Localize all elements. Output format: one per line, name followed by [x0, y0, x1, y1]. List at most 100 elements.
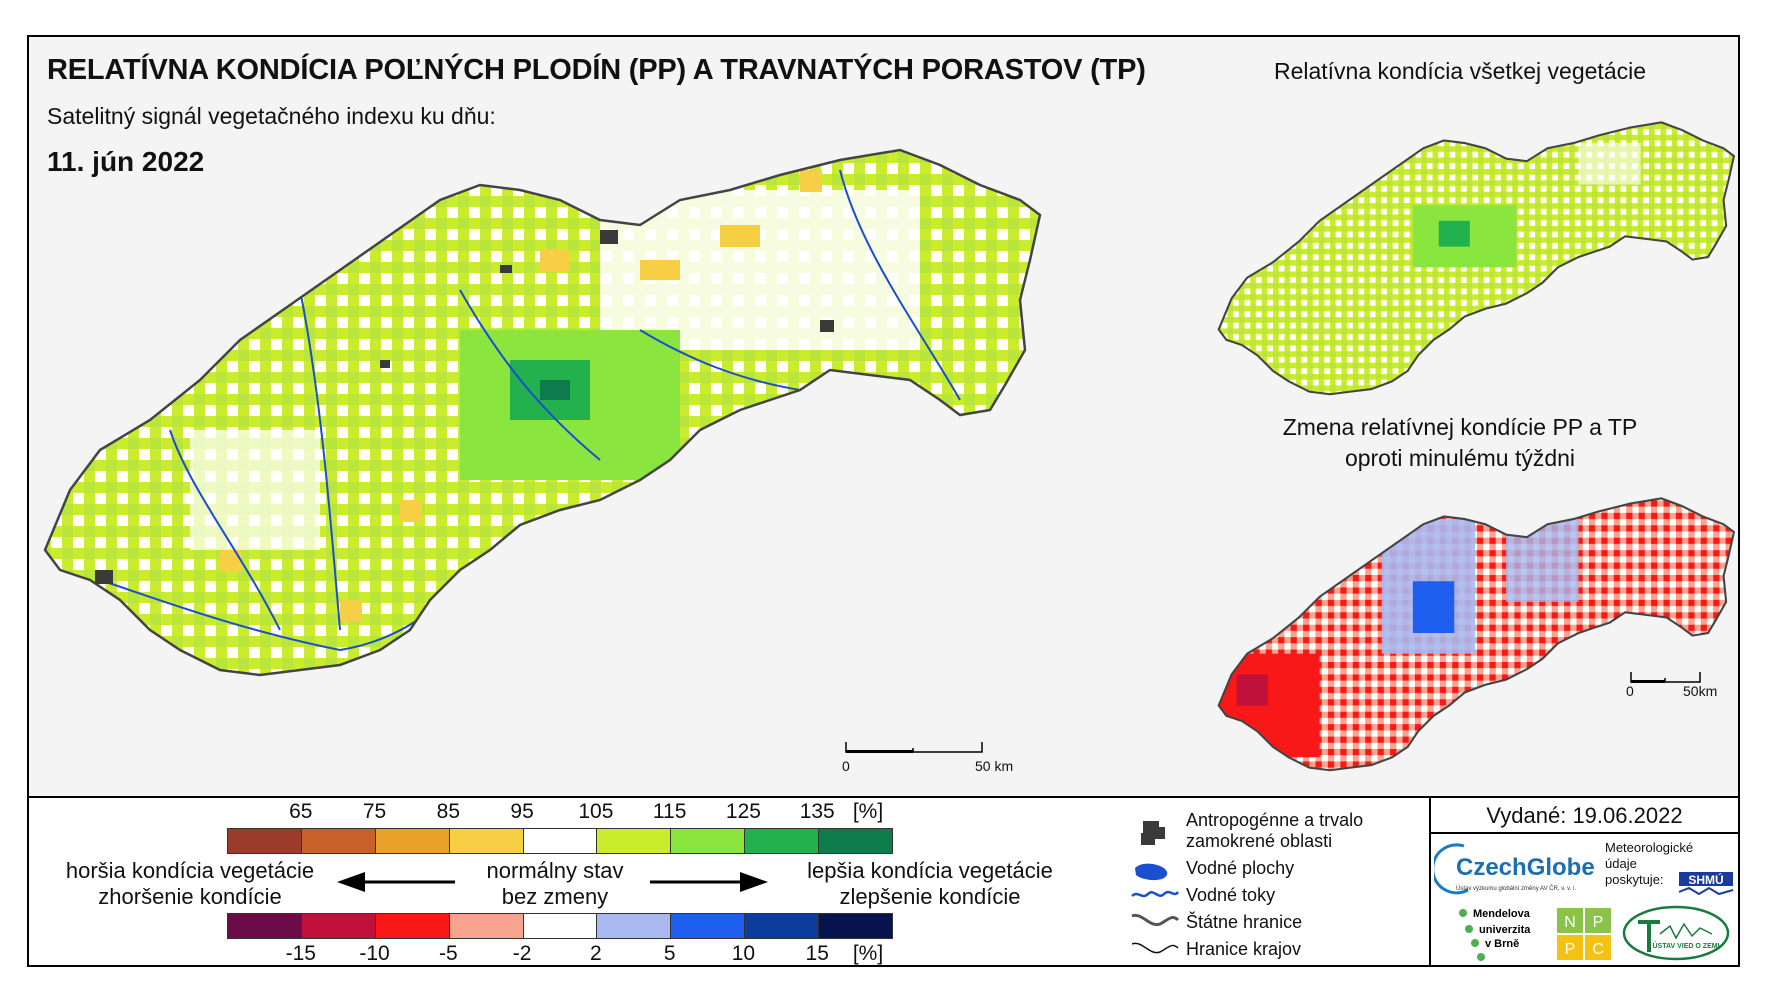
top-scale-tick-label: 75 — [362, 800, 387, 823]
shmu-provider-text: Meteorologické údaje poskytuje: — [1605, 840, 1693, 888]
bottom-scale-color-bin — [819, 914, 893, 938]
top-scale-tick-label: 65 — [289, 800, 313, 823]
mendel-line2: univerzita — [1479, 924, 1531, 936]
urban-area-icon — [1141, 821, 1165, 845]
nppc-p1: P — [1593, 914, 1604, 931]
page-title: RELATÍVNA KONDÍCIA POĽNÝCH PLODÍN (PP) A… — [47, 54, 1146, 86]
top-scale-color-bin — [375, 829, 450, 853]
inset-change-map — [1217, 497, 1735, 772]
condition-raster — [45, 150, 1040, 675]
data-date: 11. jún 2022 — [47, 146, 205, 177]
bottom-scale-color-bin — [671, 914, 746, 938]
top-scale-color-bin — [301, 829, 376, 853]
bottom-scale-tick-label: -5 — [438, 942, 458, 965]
shmu-text-line2: údaje — [1605, 856, 1637, 871]
top-scale-tick-label: 105 — [578, 800, 614, 823]
top-scale-color-bin — [228, 829, 302, 853]
bottom-scale-color-bin — [228, 914, 302, 938]
water-body-label: Vodné plochy — [1186, 858, 1295, 878]
state-border-icon — [1131, 913, 1180, 927]
water-body-icon — [1135, 863, 1168, 881]
main-map — [43, 148, 1042, 677]
worse-label: horšia kondícia vegetácie zhoršenie kond… — [40, 858, 340, 910]
bottom-scale-color-bin — [597, 914, 672, 938]
better-label-line2: zlepšenie kondície — [839, 884, 1021, 909]
czechglobe-subtitle: Ústav výzkumu globální změny AV ČR, v. v… — [1456, 885, 1576, 892]
normal-label-line1: normálny stav — [486, 858, 624, 883]
worse-label-line2: zhoršenie kondície — [98, 884, 282, 909]
inset-vegetation-map — [1217, 121, 1735, 396]
normal-label-line2: bez zmeny — [501, 884, 609, 909]
top-scale-tick-label: 115 — [652, 800, 687, 823]
bottom-scale-tick-label: 15 — [805, 942, 829, 965]
czechglobe-logo: CzechGlobe Ústav výzkumu globální změny … — [1434, 843, 1595, 895]
shmu-text-line1: Meteorologické — [1605, 840, 1694, 855]
uvz-logo: ÚSTAV VIED O ZEMI — [1622, 905, 1730, 961]
issued-box — [1429, 796, 1740, 967]
shmu-text-line3: poskytuje: — [1605, 872, 1664, 887]
river-icon — [1131, 890, 1180, 898]
nppc-n: N — [1564, 914, 1576, 931]
mendel-line3: v Brně — [1485, 938, 1519, 950]
bottom-scale-color-bin — [301, 914, 376, 938]
main-scale-end: 50 km — [975, 758, 1014, 774]
top-scale-color-bin — [597, 829, 672, 853]
better-label-line1: lepšia kondícia vegetácie — [807, 858, 1053, 883]
inset-change-title-line2: oproti minulému týždni — [1344, 445, 1576, 471]
inset-change-title-line1: Zmena relatívnej kondície PP a TP — [1282, 414, 1638, 440]
river-label: Vodné toky — [1186, 885, 1276, 905]
top-scale-tick-label: 95 — [510, 800, 534, 823]
uvz-name: ÚSTAV VIED O ZEMI — [1652, 941, 1719, 950]
czechglobe-name: CzechGlobe — [1456, 854, 1595, 881]
bottom-scale-tick-label: -2 — [512, 942, 532, 965]
inset-vegetation-title: Relatívna kondícia všetkej vegetácie — [1273, 58, 1647, 84]
issued-divider — [1429, 832, 1740, 834]
top-scale-tick-label: 85 — [436, 800, 460, 823]
page-subtitle: Satelitný signál vegetačného indexu ku d… — [47, 103, 496, 129]
nppc-p2: P — [1565, 941, 1576, 958]
nppc-c: C — [1592, 941, 1604, 958]
mendel-line1: Mendelova — [1473, 908, 1531, 920]
top-scale-color-bin — [745, 829, 820, 853]
top-scale-color-bin — [449, 829, 524, 853]
state-border-label: Štátne hranice — [1186, 912, 1303, 932]
inset-scale-zero: 0 — [1626, 683, 1634, 699]
issued-date: Vydané: 19.06.2022 — [1486, 803, 1683, 828]
normal-label: normálny stav bez zmeny — [460, 858, 650, 910]
shmu-logo-text: SHMÚ — [1688, 872, 1723, 887]
region-border-icon — [1131, 942, 1179, 954]
region-border-label: Hranice krajov — [1186, 939, 1302, 959]
bottom-scale-color-bin — [449, 914, 524, 938]
bottom-scale-color-bin — [523, 914, 598, 938]
bottom-scale-unit: [%] — [852, 942, 884, 965]
bottom-scale-tick-label: 2 — [590, 942, 602, 965]
top-scale-tick-label: 125 — [725, 800, 761, 823]
mendel-logo: Mendelova univerzita v Brně — [1459, 908, 1531, 961]
worse-label-line1: horšia kondícia vegetácie — [65, 858, 315, 883]
top-scale-unit: [%] — [852, 800, 884, 823]
inset-change-title: Zmena relatívnej kondície PP a TP oproti… — [1190, 412, 1730, 474]
top-colorbar — [227, 828, 893, 854]
urban-areas — [95, 230, 834, 584]
top-scale-color-bin — [819, 829, 893, 853]
inset-scale-end: 50km — [1683, 683, 1718, 699]
bottom-scale-color-bin — [745, 914, 820, 938]
bottom-scale-tick-label: 5 — [663, 942, 676, 965]
top-scale-color-bin — [523, 829, 598, 853]
bottom-scale-tick-label: -15 — [285, 942, 316, 965]
main-scale-bar — [845, 742, 983, 753]
bottom-colorbar — [227, 913, 893, 939]
top-scale-color-bin — [671, 829, 746, 853]
bottom-scale-color-bin — [375, 914, 450, 938]
better-arrow-icon — [650, 872, 768, 892]
worse-arrow-icon — [337, 872, 455, 892]
inset-scale-bar — [1630, 672, 1701, 683]
main-scale-zero: 0 — [842, 758, 850, 774]
bottom-scale-tick-label: -10 — [359, 942, 390, 965]
shmu-logo: SHMÚ — [1678, 872, 1734, 896]
nppc-logo: N P P C — [1557, 908, 1611, 960]
bottom-scale-tick-label: 10 — [731, 942, 756, 965]
urban-area-label-line1: Antropogénne a trvalo — [1186, 810, 1364, 830]
urban-area-label-line2: zamokrené oblasti — [1186, 831, 1333, 851]
better-label: lepšia kondícia vegetácie zlepšenie kond… — [780, 858, 1080, 910]
